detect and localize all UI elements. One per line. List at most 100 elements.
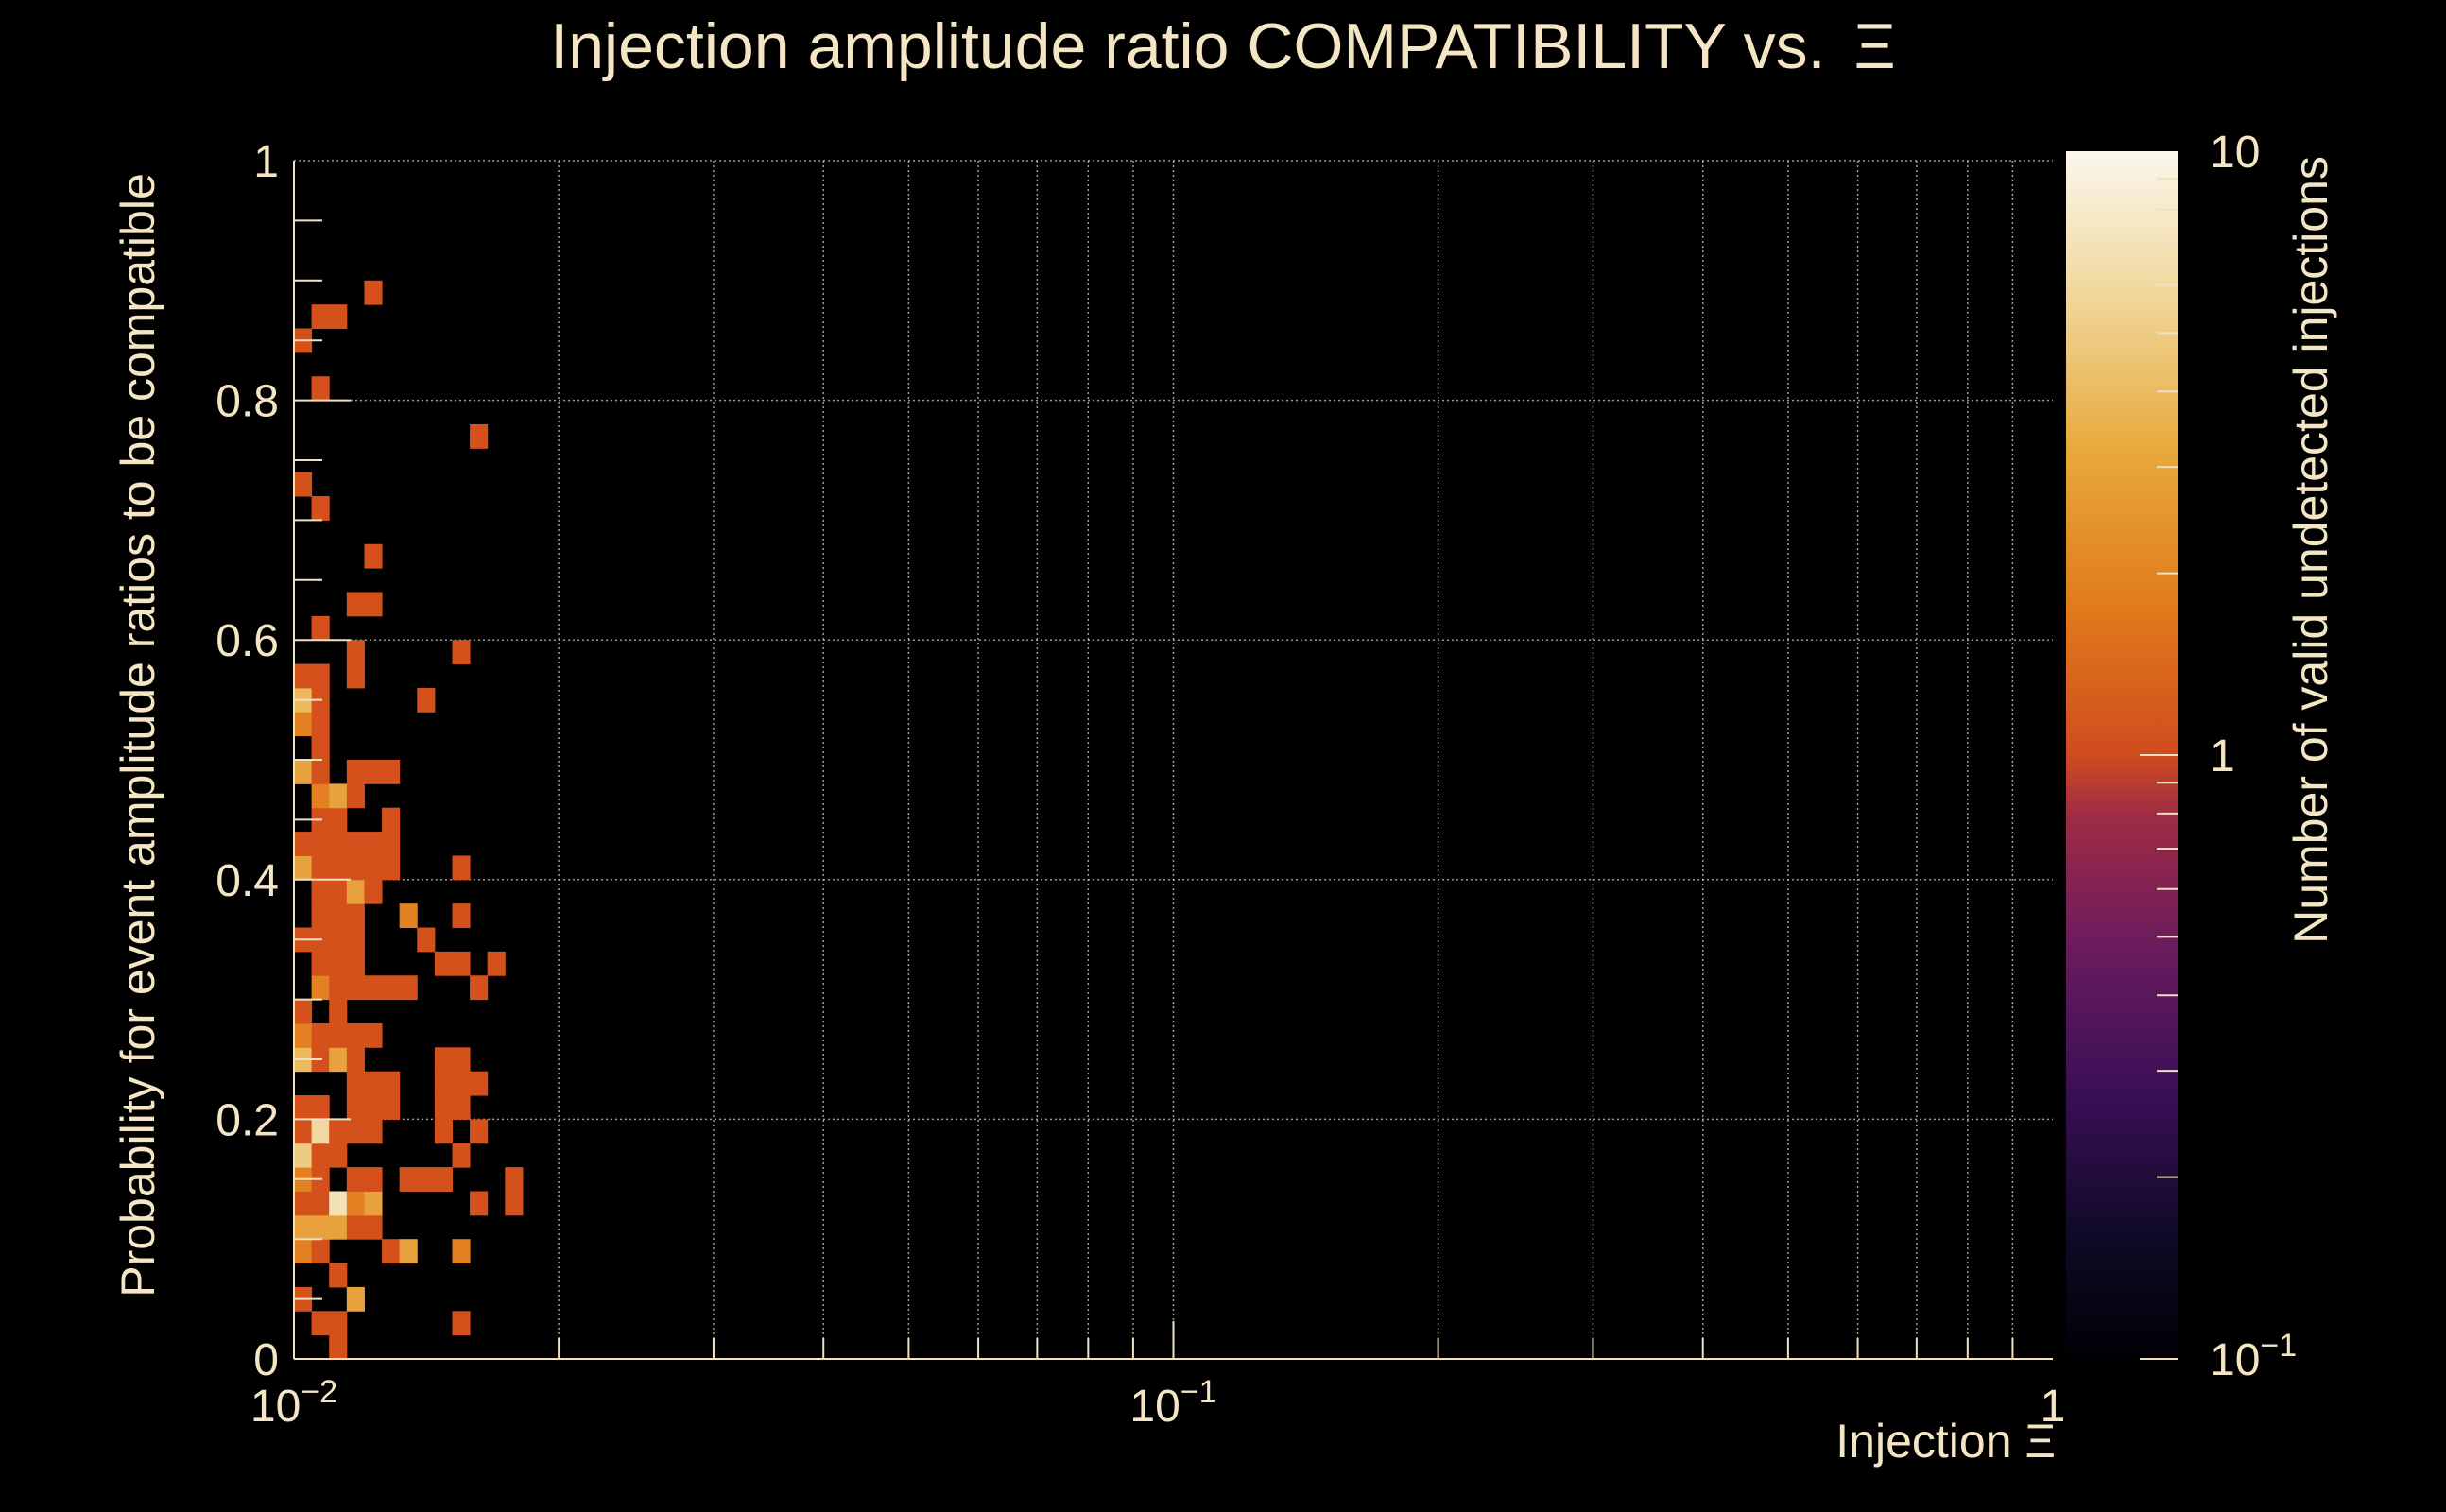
- heatmap-cell: [311, 1143, 330, 1168]
- heatmap-cell: [329, 1022, 348, 1048]
- heatmap-cell: [434, 951, 453, 976]
- heatmap-cell: [311, 760, 330, 784]
- heatmap-cell: [346, 1167, 365, 1192]
- heatmap-cell: [346, 975, 365, 1001]
- heatmap-cell: [434, 1167, 453, 1192]
- heatmap-cell: [382, 1071, 401, 1096]
- heatmap-cell: [346, 832, 365, 856]
- heatmap-cell: [329, 304, 348, 330]
- heatmap-cell: [470, 423, 489, 449]
- heatmap-cell: [452, 1239, 471, 1264]
- heatmap-cell: [399, 975, 418, 1001]
- heatmap-cell: [346, 1022, 365, 1048]
- heatmap-cell: [364, 1167, 383, 1192]
- heatmap-cell: [434, 1095, 453, 1120]
- heatmap-cell: [364, 543, 383, 569]
- x-tick-label: 1: [2041, 1382, 2066, 1432]
- heatmap-cell: [311, 376, 330, 402]
- colorbar-tick-label: 10−1: [2210, 1328, 2297, 1385]
- axes: 0 0.2 0.4 0.6 0.8 1 10−2 10−1 1: [215, 137, 2065, 1432]
- heatmap-cell: [294, 760, 313, 784]
- heatmap-cell: [364, 832, 383, 856]
- heatmap-cell: [364, 592, 383, 617]
- heatmap-cell: [294, 472, 313, 497]
- y-tick-label: 0: [253, 1335, 279, 1385]
- heatmap-cell: [364, 760, 383, 784]
- heatmap-cell: [311, 1311, 330, 1336]
- heatmap-cell: [329, 1263, 348, 1288]
- heatmap-cell: [294, 1095, 313, 1120]
- heatmap-cell: [417, 1167, 436, 1192]
- heatmap-cell: [382, 760, 401, 784]
- heatmap-cell: [311, 951, 330, 976]
- heatmap-cell: [452, 1095, 471, 1120]
- heatmap-cell: [364, 1071, 383, 1096]
- heatmap-cell: [311, 903, 330, 929]
- heatmap-cell: [294, 1022, 313, 1048]
- heatmap-cell: [364, 1022, 383, 1048]
- heatmap-cell: [329, 1119, 348, 1144]
- x-axis-title: Injection Ξ: [1835, 1415, 2056, 1468]
- heatmap-cell: [311, 879, 330, 904]
- heatmap-cell: [434, 1071, 453, 1096]
- heatmap-cell: [294, 1214, 313, 1240]
- heatmap-cell: [346, 1095, 365, 1120]
- y-tick-label: 0.6: [215, 616, 279, 666]
- heatmap-cell: [452, 903, 471, 929]
- heatmap-cell: [470, 1191, 489, 1216]
- heatmap-cell: [346, 592, 365, 617]
- heatmap-cell: [487, 951, 506, 976]
- heatmap-cell: [294, 663, 313, 689]
- y-tick-label: 1: [253, 137, 279, 187]
- heatmap-cell: [399, 903, 418, 929]
- heatmap-cell: [329, 999, 348, 1024]
- heatmap-cell: [399, 1239, 418, 1264]
- heatmap-cell: [364, 1095, 383, 1120]
- heatmap-cell: [311, 735, 330, 761]
- heatmap-cell: [346, 879, 365, 904]
- heatmap-cell: [382, 1095, 401, 1120]
- heatmap-cell: [311, 832, 330, 856]
- colorbar-tick-label: 10: [2210, 128, 2260, 178]
- heatmap-cell: [346, 903, 365, 929]
- heatmap-cell: [329, 1311, 348, 1336]
- heatmap-cell: [294, 832, 313, 856]
- heatmap-cell: [452, 1047, 471, 1073]
- heatmap-cell: [346, 1119, 365, 1144]
- heatmap-cell: [329, 879, 348, 904]
- colorbar: 10−1 1 10: [2066, 128, 2297, 1385]
- grid: [294, 160, 2053, 1359]
- heatmap-cell: [417, 927, 436, 953]
- heatmap-cell: [346, 760, 365, 784]
- heatmap-cell: [470, 1071, 489, 1096]
- heatmap-cell: [311, 1191, 330, 1216]
- heatmap-cell: [364, 1191, 383, 1216]
- heatmap-cell: [346, 855, 365, 881]
- x-tick-label: 10−2: [250, 1374, 337, 1432]
- heatmap-cell: [505, 1191, 524, 1216]
- heatmap-cell: [311, 855, 330, 881]
- heatmap-cell: [470, 1119, 489, 1144]
- heatmap-cell: [311, 1022, 330, 1048]
- heatmap-cell: [364, 1119, 383, 1144]
- heatmap-cell: [346, 1071, 365, 1096]
- heatmap-cell: [294, 855, 313, 881]
- heatmap-cell: [505, 1167, 524, 1192]
- x-axis-title-text: Injection: [1835, 1415, 2011, 1468]
- colorbar-tick-label: 1: [2210, 731, 2235, 782]
- heatmap-cell: [329, 1214, 348, 1240]
- chart-title-symbol: Ξ: [1853, 10, 1895, 82]
- heatmap-cell: [382, 1239, 401, 1264]
- heatmap-cell: [346, 1191, 365, 1216]
- heatmap-cell: [311, 304, 330, 330]
- heatmap-cell: [382, 975, 401, 1001]
- chart-title: Injection amplitude ratio COMPATIBILITY …: [550, 10, 1895, 82]
- heatmap-cell: [382, 855, 401, 881]
- heatmap-cell: [294, 999, 313, 1024]
- heatmap-cell: [311, 1214, 330, 1240]
- heatmap-cell: [294, 1191, 313, 1216]
- heatmap-cell: [329, 807, 348, 833]
- heatmap-cell: [346, 951, 365, 976]
- heatmap-cell: [346, 663, 365, 689]
